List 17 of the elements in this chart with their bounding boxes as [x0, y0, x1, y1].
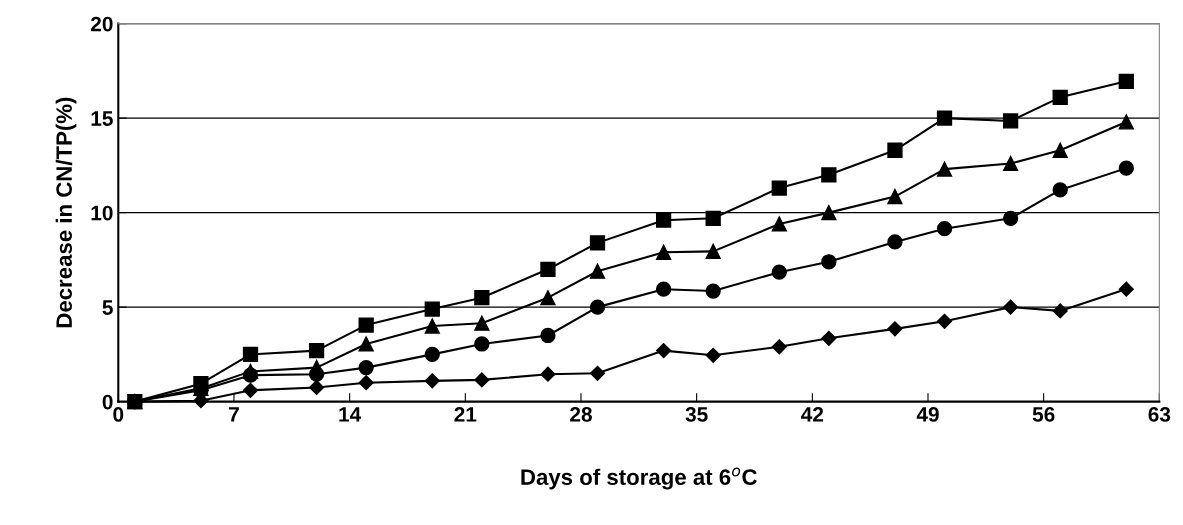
x-tick-label: 56 [1032, 407, 1055, 422]
y-axis-title: Decrease in CN/TP(%) [55, 97, 77, 328]
y-tick-label: 10 [91, 205, 113, 221]
x-tick-label: 28 [570, 407, 592, 422]
x-tick-label: 7 [229, 407, 239, 422]
y-tick-label: 15 [91, 111, 113, 126]
x-axis-title: Days of storage at 6$^{o}$C [521, 467, 757, 490]
x-tick-label: 0 [113, 407, 124, 422]
x-tick-label: 35 [685, 407, 708, 422]
x-tick-label: 14 [339, 407, 362, 422]
x-tick-label: 49 [916, 407, 939, 422]
x-tick-label: 42 [801, 407, 824, 422]
y-tick-label: 20 [90, 16, 113, 32]
x-tick-label: 63 [1148, 407, 1171, 422]
y-tick-label: 5 [102, 300, 113, 315]
y-tick-label: 0 [102, 394, 113, 410]
x-tick-label: 21 [454, 407, 477, 422]
